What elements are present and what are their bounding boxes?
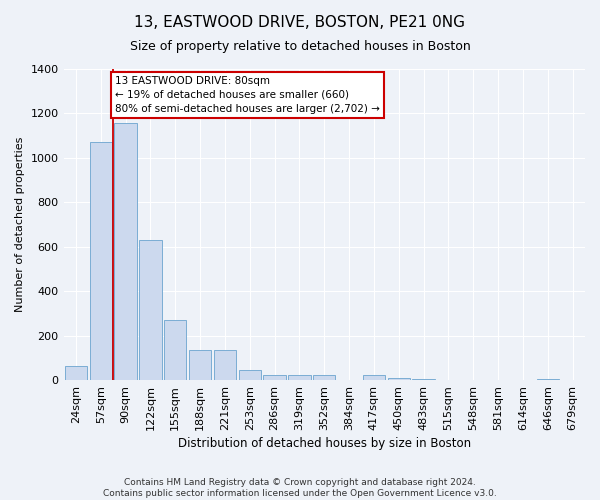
Bar [214,350,236,380]
Text: 13 EASTWOOD DRIVE: 80sqm
← 19% of detached houses are smaller (660)
80% of semi-: 13 EASTWOOD DRIVE: 80sqm ← 19% of detach… [115,76,380,114]
Bar [388,378,410,380]
Text: Size of property relative to detached houses in Boston: Size of property relative to detached ho… [130,40,470,53]
Bar [363,374,385,380]
Bar [115,124,137,380]
Bar [189,350,211,380]
Bar [288,374,311,380]
Bar [139,240,161,380]
Bar [263,374,286,380]
Bar [313,374,335,380]
Bar [412,379,435,380]
Bar [164,320,187,380]
Bar [536,379,559,380]
Bar [89,142,112,380]
Bar [239,370,261,380]
Bar [65,366,87,380]
Text: 13, EASTWOOD DRIVE, BOSTON, PE21 0NG: 13, EASTWOOD DRIVE, BOSTON, PE21 0NG [134,15,466,30]
Text: Contains HM Land Registry data © Crown copyright and database right 2024.
Contai: Contains HM Land Registry data © Crown c… [103,478,497,498]
Y-axis label: Number of detached properties: Number of detached properties [15,137,25,312]
X-axis label: Distribution of detached houses by size in Boston: Distribution of detached houses by size … [178,437,471,450]
